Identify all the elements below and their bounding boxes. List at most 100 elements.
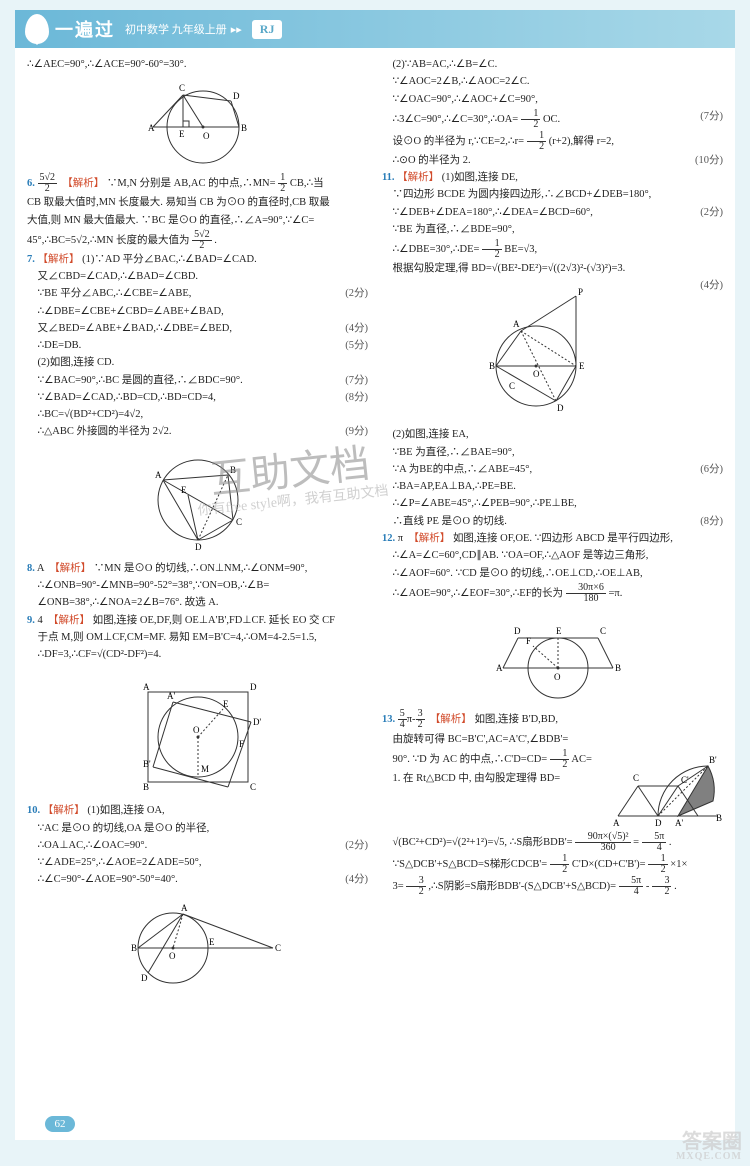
line: CB 取最大值时,MN 长度最大. 易知当 CB 为⊙O 的直径时,CB 取最 — [27, 195, 368, 211]
q13-num: 13. — [382, 714, 395, 725]
q8: 8. A 【解析】 ∵MN 是⊙O 的切线,∴ON⊥NM,∴∠ONM=90°, — [27, 561, 368, 577]
q11: 11. 【解析】 (1)如图,连接 DE, — [382, 170, 723, 186]
svg-text:B: B — [489, 361, 495, 371]
q10-num: 10. — [27, 805, 40, 816]
svg-text:O: O — [203, 131, 210, 141]
line: 3= 32 ,∴S阴影=S扇形BDB'-(S△DCB'+S△BCD)= 5π4 … — [382, 876, 723, 897]
svg-text:C: C — [600, 626, 606, 636]
line: ∴∠C=90°-∠AOE=90°-50°=40°.(4分) — [27, 872, 368, 888]
line: 由旋转可得 BC=B'C',AC=A'C',∠BDB'= — [382, 732, 597, 748]
left-column: ∴∠AEC=90°,∴∠ACE=90°-60°=30°. A C D B — [27, 56, 368, 1100]
diagram-q13: A C D B A' C' B' — [603, 731, 723, 831]
diagram-q11: B E A P C D O — [382, 281, 723, 421]
diagram-q10: A B C D E O — [27, 893, 368, 993]
svg-text:E: E — [223, 699, 229, 709]
svg-text:C: C — [275, 943, 281, 953]
svg-text:A: A — [496, 663, 503, 673]
q13-tag: 【解析】 — [430, 714, 472, 725]
svg-text:C: C — [179, 83, 185, 93]
svg-text:B: B — [241, 123, 247, 133]
line: ∴∠DBE=∠CBE+∠CBD=∠ABE+∠BAD, — [27, 304, 368, 320]
line: ∴∠P=∠ABE=45°,∴∠PEB=90°,∴PE⊥BE, — [382, 496, 723, 512]
svg-text:F: F — [526, 636, 531, 646]
line: ∵∠BAC=90°,∴BC 是圆的直径,∴∠BDC=90°.(7分) — [27, 373, 368, 389]
line: ∴DE=DB.(5分) — [27, 338, 368, 354]
header-arrow: ▸▸ — [231, 23, 242, 36]
svg-text:B': B' — [709, 755, 717, 765]
line: ∠ONB=38°,∴∠NOA=2∠B=76°. 故选 A. — [27, 595, 368, 611]
balloon-icon — [25, 14, 49, 44]
svg-text:C': C' — [681, 775, 689, 785]
diagram-q5: A C D B E O — [27, 77, 368, 167]
line: ∵四边形 BCDE 为圆内接四边形,∴∠BCD+∠DEB=180°, — [382, 187, 723, 203]
q11-tag: 【解析】 — [397, 172, 439, 183]
footer-main: 答案圈 — [676, 1132, 742, 1152]
line: ∵∠DEB+∠DEA=180°,∴∠DEA=∠BCD=60°,(2分) — [382, 205, 723, 221]
svg-text:F: F — [239, 739, 244, 749]
q7-tag: 【解析】 — [38, 254, 80, 265]
svg-text:D: D — [557, 403, 564, 413]
line: ∴直线 PE 是⊙O 的切线.(8分) — [382, 514, 723, 530]
q11-num: 11. — [382, 172, 395, 183]
q12-tag: 【解析】 — [408, 533, 450, 544]
line: 又∠CBD=∠CAD,∴∠BAD=∠CBD. — [27, 269, 368, 285]
line: ∴△ABC 外接圆的半径为 2√2.(9分) — [27, 424, 368, 440]
q6-num: 6. — [27, 178, 35, 189]
q12: 12. π 【解析】 如图,连接 OF,OE. ∵四边形 ABCD 是平行四边形… — [382, 531, 723, 547]
svg-text:B': B' — [143, 759, 151, 769]
line: ∵AC 是⊙O 的切线,OA 是⊙O 的半径, — [27, 821, 368, 837]
diagram-q9: A A' D D' C B B' O E F M — [27, 667, 368, 797]
q8-num: 8. — [27, 563, 35, 574]
svg-text:A': A' — [167, 691, 175, 701]
line: ∴∠AOF=60°. ∵CD 是⊙O 的切线,∴OE⊥CD,∴OE⊥AB, — [382, 566, 723, 582]
line: 设⊙O 的半径为 r,∵CE=2,∴r= 12 (r+2),解得 r=2, — [382, 131, 723, 152]
line: 90°. ∵D 为 AC 的中点,∴C'D=CD= 12 AC= — [382, 749, 597, 770]
line: (2)∵AB=AC,∴∠B=∠C. — [382, 57, 723, 73]
line: 根据勾股定理,得 BD=√(BE²-DE²)=√((2√3)²-(√3)²)=3… — [382, 261, 723, 277]
svg-text:O: O — [193, 725, 200, 735]
svg-text:D: D — [233, 91, 240, 101]
svg-text:A: A — [181, 903, 188, 913]
svg-text:B: B — [143, 782, 149, 792]
footer-watermark: 答案圈 MXQE.COM — [676, 1132, 742, 1162]
svg-text:A: A — [613, 818, 620, 828]
line: (2)如图,连接 CD. — [27, 355, 368, 371]
q12-num: 12. — [382, 533, 395, 544]
line: ∵∠OAC=90°,∴∠AOC+∠C=90°, — [382, 92, 723, 108]
svg-text:O: O — [533, 369, 540, 379]
svg-text:C: C — [250, 782, 256, 792]
svg-text:D: D — [141, 973, 148, 983]
line: ∵A 为BE的中点,∴∠ABE=45°,(6分) — [382, 462, 723, 478]
line: 又∠BED=∠ABE+∠BAD,∴∠DBE=∠BED,(4分) — [27, 321, 368, 337]
svg-text:E: E — [209, 937, 215, 947]
q13: 13. 54π-32 【解析】 如图,连接 B'D,BD, — [382, 709, 723, 730]
q10: 10. 【解析】 (1)如图,连接 OA, — [27, 803, 368, 819]
line: ∴∠A=∠C=60°,CD∥AB. ∵OA=OF,∴△AOF 是等边三角形, — [382, 548, 723, 564]
line: ∴BC=√(BD²+CD²)=4√2, — [27, 407, 368, 423]
line: ∴∠ONB=90°-∠MNB=90°-52°=38°,∵ON=OB,∴∠B= — [27, 578, 368, 594]
svg-text:P: P — [578, 287, 583, 297]
q7: 7. 【解析】 (1)∵AD 平分∠BAC,∴∠BAD=∠CAD. — [27, 252, 368, 268]
line: ∴OA⊥AC,∴∠OAC=90°.(2分) — [27, 838, 368, 854]
q7-num: 7. — [27, 254, 35, 265]
diagram-q12: A B D C F E O — [382, 608, 723, 703]
line: √(BC²+CD²)=√(2²+1²)=√5, ∴S扇形BDB'= 90π×(√… — [382, 832, 723, 853]
svg-text:B: B — [131, 943, 137, 953]
line: ∴BA=AP,EA⊥BA,∴PE=BE. — [382, 479, 723, 495]
svg-text:D: D — [195, 542, 202, 552]
line: ∴∠DBE=30°,∴DE= 12 BE=√3, — [382, 239, 723, 260]
line: 于点 M,则 OM⊥CF,CM=MF. 易知 EM=B'C=4,∴OM=4-2.… — [27, 630, 368, 646]
header-sub: 初中数学 九年级上册 — [125, 21, 227, 37]
svg-text:E: E — [579, 361, 585, 371]
q12-ans: π — [398, 533, 403, 544]
svg-text:M: M — [201, 764, 209, 774]
line: ∵S△DCB'+S△BCD=S梯形CDCB'= 12 C'D×(CD+C'B')… — [382, 854, 723, 875]
svg-text:A': A' — [675, 818, 683, 828]
line: ∵BE 平分∠ABC,∴∠CBE=∠ABE,(2分) — [27, 286, 368, 302]
svg-text:E: E — [556, 626, 562, 636]
line: 大值,则 MN 最大值最大. ∵BC 是⊙O 的直径,∴∠A=90°,∵∠C= — [27, 213, 368, 229]
svg-text:D': D' — [253, 717, 261, 727]
svg-text:O: O — [554, 672, 561, 682]
diagram-q7: A B C D E — [27, 445, 368, 555]
svg-text:B: B — [615, 663, 621, 673]
